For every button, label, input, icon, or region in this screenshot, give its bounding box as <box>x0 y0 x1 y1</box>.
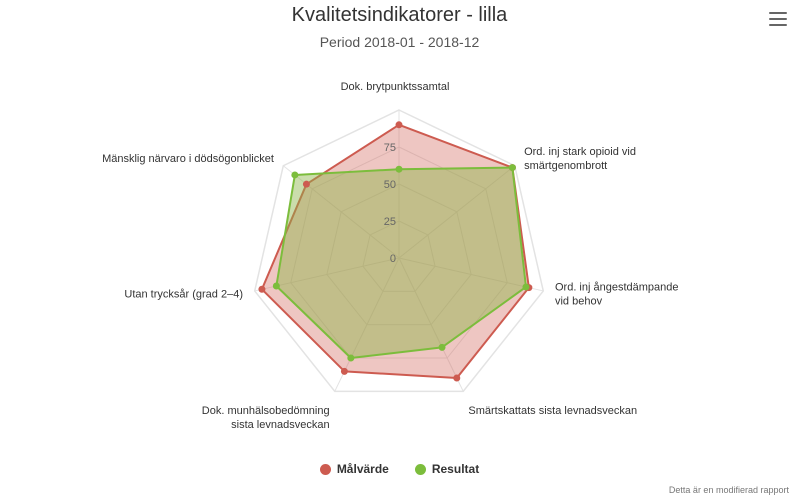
data-point <box>258 285 266 293</box>
legend-item[interactable]: Resultat <box>414 462 480 476</box>
axis-label-line: sista levnadsveckan <box>231 419 329 431</box>
footer-note: Detta är en modifierad rapport <box>668 485 789 495</box>
grid-ring <box>253 109 545 393</box>
grid-ring <box>326 183 472 326</box>
grid-spoke <box>398 257 464 392</box>
axis-label: Dok. munhälsobedömning sista levnadsvecka… <box>202 405 330 431</box>
data-point <box>508 164 516 172</box>
axis-label-line: Smärtskattats sista levnadsveckan <box>468 405 637 417</box>
axis-label-line: Dok. brytpunktssamtal <box>341 81 450 93</box>
data-point <box>522 283 530 291</box>
axis-label-line: smärtgenombrott <box>524 160 607 172</box>
grid-spoke <box>282 165 400 259</box>
data-point <box>291 171 299 179</box>
data-point <box>395 121 403 129</box>
data-point <box>302 180 310 188</box>
data-point <box>438 343 446 351</box>
axis-label-line: Ord. inj stark opioid vid <box>524 146 636 158</box>
data-point <box>347 354 355 362</box>
legend-marker <box>414 463 426 475</box>
legend: Målvärde Resultat <box>0 462 799 476</box>
legend-label: Målvärde <box>336 462 389 476</box>
axis-label-line: Ord. inj ångestdämpande <box>555 282 679 294</box>
axis-label: Mänsklig närvaro i dödsögonblicket <box>102 153 274 165</box>
data-point <box>272 282 280 290</box>
grid-spoke <box>398 165 516 259</box>
hamburger-menu-icon[interactable] <box>769 12 787 28</box>
data-point <box>395 165 403 173</box>
tick-label: 50 <box>384 179 396 191</box>
grid-ring <box>290 146 508 359</box>
grid-spoke <box>398 257 544 292</box>
axis-label: Ord. inj stark opioid vid smärtgenombrott <box>524 146 636 172</box>
data-point <box>340 367 348 375</box>
axis-label: Utan trycksår (grad 2–4) <box>124 289 243 301</box>
grid-ring <box>362 220 436 292</box>
axis-label-line: Utan trycksår (grad 2–4) <box>124 289 243 301</box>
legend-label: Resultat <box>431 462 480 476</box>
legend-marker <box>319 463 331 475</box>
axis-label-line: Mänsklig närvaro i dödsögonblicket <box>102 153 274 165</box>
tick-label: 25 <box>384 216 396 228</box>
axis-label: Ord. inj ångestdämpande vid behov <box>555 282 679 308</box>
series-area-1 <box>275 166 527 360</box>
data-point <box>453 374 461 382</box>
axis-label: Dok. brytpunktssamtal <box>341 81 450 93</box>
axis-label: Smärtskattats sista levnadsveckan <box>468 405 637 417</box>
tick-label: 75 <box>384 142 396 154</box>
chart-subtitle: Period 2018-01 - 2018-12 <box>319 34 480 50</box>
axis-label-line: Dok. munhälsobedömning <box>202 405 330 417</box>
axis-label-line: vid behov <box>555 296 603 308</box>
tick-label: 0 <box>390 253 396 265</box>
legend-item[interactable]: Målvärde <box>319 462 389 476</box>
chart-title: Kvalitetsindikatorer - lilla <box>291 4 508 26</box>
